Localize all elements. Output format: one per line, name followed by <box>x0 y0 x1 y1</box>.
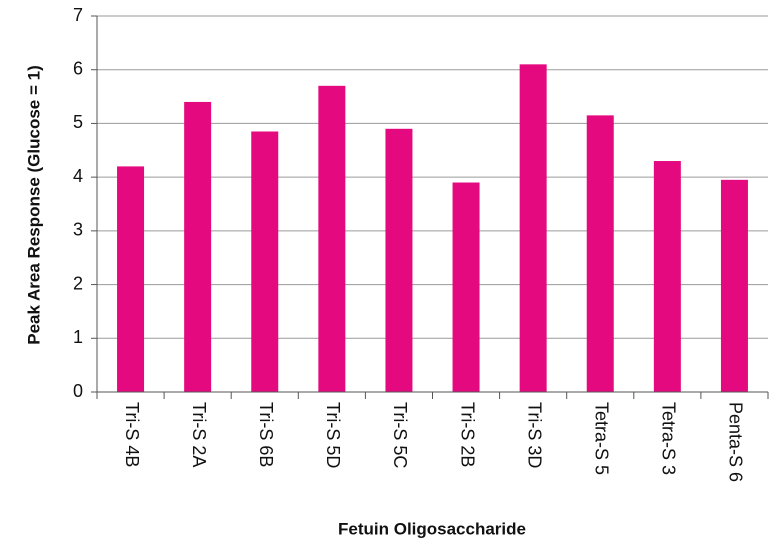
y-tick-label: 4 <box>73 166 83 186</box>
x-tick-label: Tri-S 5C <box>390 402 410 468</box>
bar <box>117 166 145 392</box>
bar <box>184 101 212 392</box>
bar <box>251 131 279 392</box>
x-tick-label: Tri-S 4B <box>122 402 142 467</box>
x-tick-label: Tetra-S 5 <box>592 402 612 475</box>
y-tick-label: 7 <box>73 5 83 25</box>
y-tick-label: 1 <box>73 327 83 347</box>
bar <box>452 182 480 392</box>
bar <box>653 161 681 392</box>
y-tick-label: 5 <box>73 112 83 132</box>
y-axis-title: Peak Area Response (Glucose = 1) <box>24 65 43 345</box>
x-tick-label: Tri-S 5D <box>323 402 343 468</box>
x-tick-label: Tri-S 2B <box>457 402 477 467</box>
x-tick-label: Tri-S 6B <box>256 402 276 467</box>
bar <box>720 179 748 392</box>
bar <box>318 85 346 392</box>
x-tick-label: Penta-S 6 <box>726 402 746 482</box>
bar <box>385 128 413 393</box>
bar <box>519 64 547 392</box>
bar <box>586 115 614 392</box>
y-tick-label: 0 <box>73 381 83 401</box>
x-tick-label: Tri-S 3D <box>524 402 544 468</box>
y-tick-label: 2 <box>73 273 83 293</box>
x-axis-title: Fetuin Oligosaccharide <box>338 519 526 538</box>
x-tick-label: Tri-S 2A <box>189 402 209 467</box>
y-tick-label: 6 <box>73 58 83 78</box>
x-tick-label: Tetra-S 3 <box>659 402 679 475</box>
y-tick-label: 3 <box>73 220 83 240</box>
